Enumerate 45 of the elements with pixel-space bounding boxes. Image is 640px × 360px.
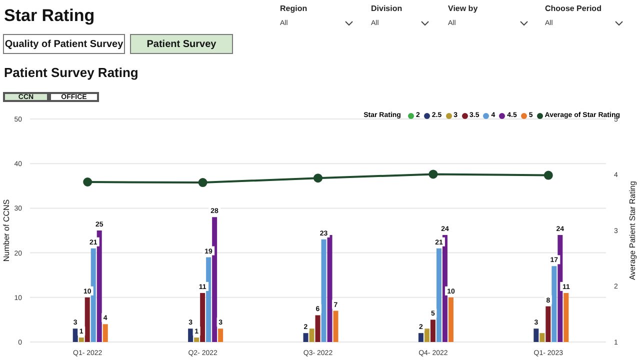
bar bbox=[200, 292, 206, 342]
bar bbox=[321, 239, 326, 342]
bar bbox=[96, 230, 102, 342]
bar bbox=[309, 328, 314, 342]
text: Region bbox=[280, 4, 308, 13]
bar bbox=[188, 328, 194, 342]
bar bbox=[546, 306, 551, 342]
bar bbox=[430, 320, 436, 342]
point bbox=[314, 174, 322, 183]
bar bbox=[84, 297, 90, 342]
text: Division bbox=[371, 4, 402, 13]
point bbox=[83, 178, 92, 186]
y2-axis-title: Average Patient Star Rating bbox=[628, 180, 637, 280]
text: View by bbox=[448, 4, 478, 13]
bar bbox=[558, 234, 563, 342]
bar bbox=[90, 248, 96, 342]
bar bbox=[102, 324, 108, 342]
bar bbox=[418, 333, 424, 342]
point bbox=[198, 178, 208, 188]
chart-subtitle: Patient Survey Rating bbox=[4, 65, 138, 80]
bar bbox=[212, 217, 218, 342]
bar bbox=[540, 333, 545, 342]
chart-title: Star Rating bbox=[4, 6, 95, 26]
bar bbox=[315, 315, 320, 342]
bar bbox=[78, 338, 84, 342]
text: Patient Survey bbox=[130, 34, 233, 54]
bar bbox=[333, 310, 338, 342]
bar bbox=[564, 292, 569, 342]
bar bbox=[327, 234, 332, 342]
bar bbox=[303, 333, 308, 342]
bar bbox=[424, 328, 430, 342]
bar bbox=[552, 266, 557, 342]
bar bbox=[218, 328, 224, 342]
bar bbox=[72, 328, 78, 342]
bar bbox=[206, 257, 212, 342]
bar bbox=[436, 248, 442, 342]
bar bbox=[534, 328, 539, 342]
point bbox=[544, 170, 553, 180]
bar bbox=[448, 297, 454, 342]
bar bbox=[194, 338, 200, 342]
text: Quality of Patient Survey bbox=[3, 34, 125, 54]
y-axis-title: Number of CCNS bbox=[2, 199, 11, 262]
bar bbox=[442, 234, 448, 342]
text: Choose Period bbox=[545, 4, 602, 13]
point bbox=[428, 170, 438, 179]
